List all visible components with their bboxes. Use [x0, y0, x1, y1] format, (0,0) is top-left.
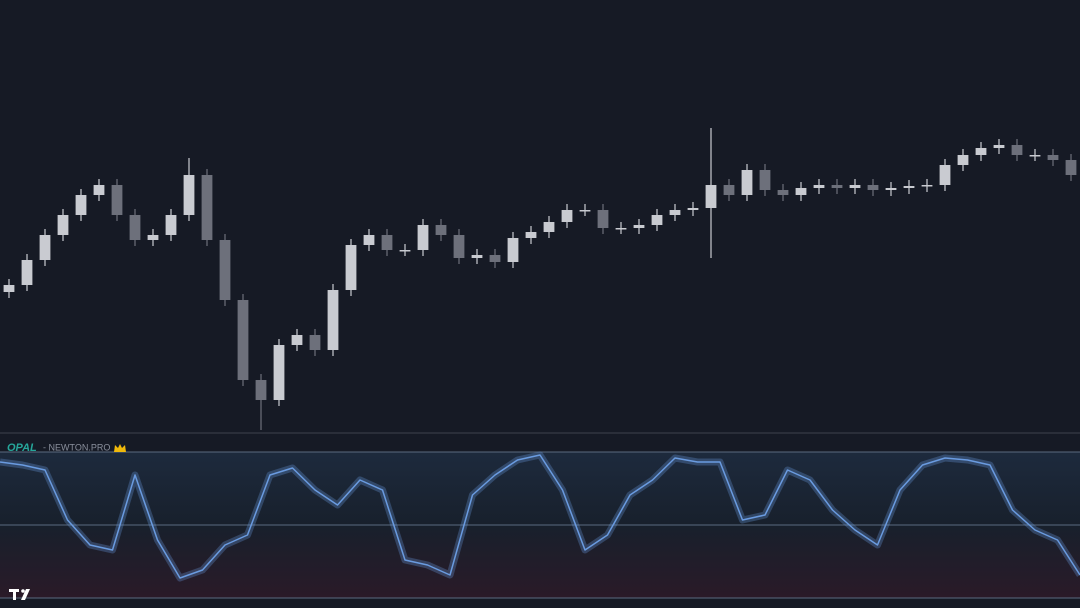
candle-body — [705, 185, 717, 208]
candle-body — [975, 148, 987, 155]
candle-body — [345, 245, 357, 290]
candle-body — [867, 185, 879, 190]
candle-body — [399, 250, 411, 252]
candle-body — [885, 188, 897, 190]
candle-body — [507, 238, 519, 262]
candle-body — [363, 235, 375, 245]
candle-body — [849, 185, 861, 188]
candle-body — [165, 215, 177, 235]
candle-body — [633, 225, 645, 228]
candle-body — [831, 185, 843, 188]
candle-body — [957, 155, 969, 165]
candle-body — [129, 215, 141, 240]
candle-body — [921, 185, 933, 187]
crown-icon — [114, 444, 126, 452]
candle-body — [813, 185, 825, 188]
candle-body — [579, 210, 591, 212]
candle-body — [993, 145, 1005, 148]
candle-body — [1011, 145, 1023, 155]
candle-body — [219, 240, 231, 300]
candle-body — [597, 210, 609, 228]
candle-body — [21, 260, 33, 285]
candle-body — [795, 188, 807, 195]
candle-body — [75, 195, 87, 215]
candle-body — [903, 186, 915, 188]
candle-body — [435, 225, 447, 235]
indicator-source: - NEWTON.PRO — [43, 442, 110, 452]
candle-body — [723, 185, 735, 195]
candle-body — [93, 185, 105, 195]
candle-body — [471, 255, 483, 258]
candle-body — [777, 190, 789, 195]
candle-body — [255, 380, 267, 400]
candle-body — [1065, 160, 1077, 175]
candle-body — [561, 210, 573, 222]
candle-body — [939, 165, 951, 185]
oscillator-line — [0, 454, 1080, 579]
candle-body — [147, 235, 159, 240]
candle-body — [1047, 155, 1059, 160]
candle-body — [453, 235, 465, 258]
candle-body — [543, 222, 555, 232]
candle-body — [111, 185, 123, 215]
candle-body — [3, 285, 15, 292]
candle-body — [525, 232, 537, 238]
candle-body — [39, 235, 51, 260]
candle-body — [417, 225, 429, 250]
candle-body — [669, 210, 681, 215]
candle-body — [237, 300, 249, 380]
candle-body — [489, 255, 501, 262]
candle-body — [615, 228, 627, 230]
candle-body — [1029, 155, 1041, 157]
candle-body — [651, 215, 663, 225]
candle-body — [741, 170, 753, 195]
candle-body — [201, 175, 213, 240]
candle-body — [381, 235, 393, 250]
tv-logo — [9, 589, 30, 600]
candle-body — [291, 335, 303, 345]
indicator-name: OPAL — [7, 442, 37, 454]
candle-body — [183, 175, 195, 215]
candle-body — [327, 290, 339, 350]
candle-body — [57, 215, 69, 235]
candle-body — [687, 208, 699, 210]
candle-body — [309, 335, 321, 350]
candle-body — [273, 345, 285, 400]
candle-body — [759, 170, 771, 190]
